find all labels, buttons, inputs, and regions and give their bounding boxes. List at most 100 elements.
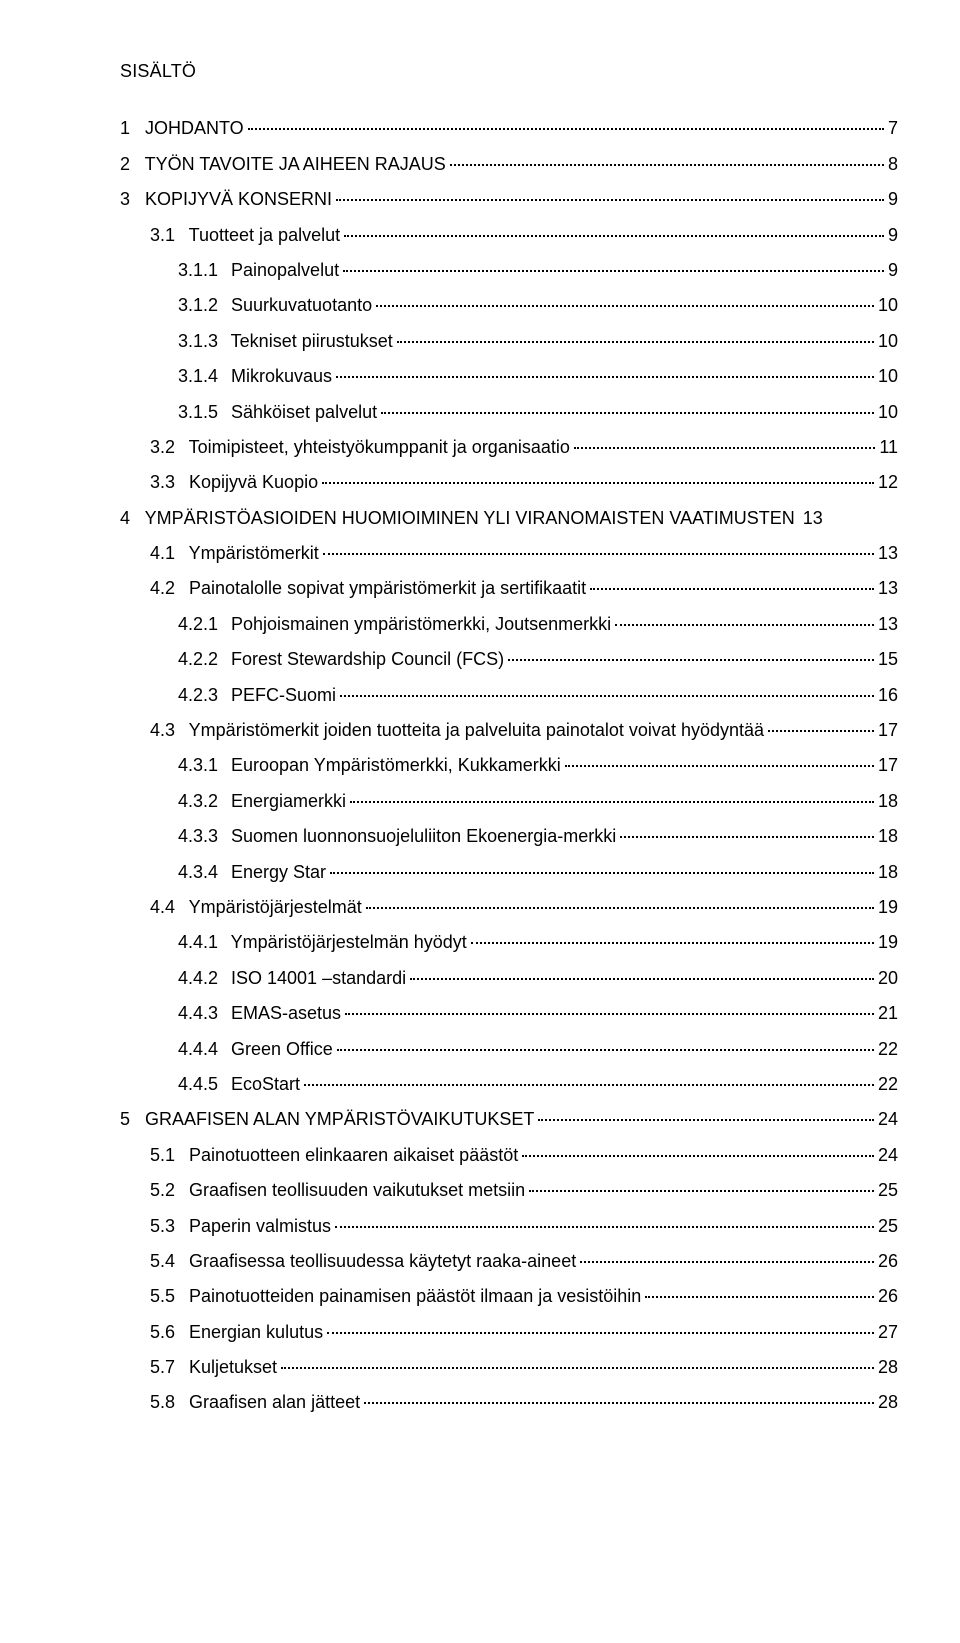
toc-text: JOHDANTO (140, 118, 244, 138)
toc-text: Green Office (226, 1039, 333, 1059)
toc-leader-dots (645, 1296, 874, 1298)
toc-page-number: 13 (878, 542, 898, 565)
toc-entry: 4.2.1 Pohjoismainen ympäristömerkki, Jou… (120, 613, 898, 636)
toc-leader-dots (350, 801, 874, 803)
toc-text: TYÖN TAVOITE JA AIHEEN RAJAUS (140, 154, 446, 174)
toc-text: Ympäristömerkit joiden tuotteita ja palv… (184, 720, 764, 740)
toc-page-number: 28 (878, 1391, 898, 1414)
toc-page-number: 17 (878, 719, 898, 742)
toc-leader-dots (410, 978, 874, 980)
toc-page-number: 26 (878, 1250, 898, 1273)
toc-entry: 4.4 Ympäristöjärjestelmät 19 (120, 896, 898, 919)
toc-leader-dots (615, 624, 874, 626)
toc-page-number: 26 (878, 1285, 898, 1308)
toc-label: 1 JOHDANTO (120, 117, 244, 140)
toc-label: 4.4.4 Green Office (178, 1038, 333, 1061)
toc-label: 5.3 Paperin valmistus (150, 1215, 331, 1238)
toc-entry: 4.4.5 EcoStart 22 (120, 1073, 898, 1096)
toc-leader-dots (323, 553, 874, 555)
toc-text: EcoStart (226, 1074, 300, 1094)
toc-label: 3.1.1 Painopalvelut (178, 259, 339, 282)
toc-number: 4.3 (150, 719, 184, 742)
toc-number: 3.1.2 (178, 294, 226, 317)
toc-text: Ympäristöjärjestelmät (184, 897, 362, 917)
toc-number: 3.1.1 (178, 259, 226, 282)
toc-entry: 4.2 Painotalolle sopivat ympäristömerkit… (120, 577, 898, 600)
toc-label: 5 GRAAFISEN ALAN YMPÄRISTÖVAIKUTUKSET (120, 1108, 534, 1131)
toc-page-number: 8 (888, 153, 898, 176)
toc-label: 5.1 Painotuotteen elinkaaren aikaiset pä… (150, 1144, 518, 1167)
toc-number: 4.3.2 (178, 790, 226, 813)
toc-text: Paperin valmistus (184, 1216, 331, 1236)
toc-page-number: 18 (878, 861, 898, 884)
toc-page-number: 11 (879, 436, 898, 459)
toc-text: PEFC-Suomi (226, 685, 336, 705)
toc-page-number: 10 (878, 294, 898, 317)
toc-number: 3.3 (150, 471, 184, 494)
toc-page-number: 9 (888, 259, 898, 282)
toc-leader-dots (304, 1084, 874, 1086)
toc-label: 3.1.4 Mikrokuvaus (178, 365, 332, 388)
toc-entry: 4.2.2 Forest Stewardship Council (FCS) 1… (120, 648, 898, 671)
toc-number: 5.2 (150, 1179, 184, 1202)
toc-label: 4.4.3 EMAS-asetus (178, 1002, 341, 1025)
toc-text: Energian kulutus (184, 1322, 323, 1342)
toc-label: 5.8 Graafisen alan jätteet (150, 1391, 360, 1414)
toc-leader-dots (397, 341, 874, 343)
toc-label: 4.4.1 Ympäristöjärjestelmän hyödyt (178, 931, 467, 954)
toc-number: 4.2.1 (178, 613, 226, 636)
toc-label: 4.1 Ympäristömerkit (150, 542, 319, 565)
toc-entry: 3.1.3 Tekniset piirustukset 10 (120, 330, 898, 353)
toc-label: 4.2.3 PEFC-Suomi (178, 684, 336, 707)
toc-text: KOPIJYVÄ KONSERNI (140, 189, 332, 209)
toc-number: 4.4.3 (178, 1002, 226, 1025)
toc-label: 4.3.1 Euroopan Ympäristömerkki, Kukkamer… (178, 754, 561, 777)
toc-label: 5.7 Kuljetukset (150, 1356, 277, 1379)
toc-text: Graafisessa teollisuudessa käytetyt raak… (184, 1251, 576, 1271)
toc-page-number: 18 (878, 825, 898, 848)
toc-entry: 5.1 Painotuotteen elinkaaren aikaiset pä… (120, 1144, 898, 1167)
toc-entry: 3.3 Kopijyvä Kuopio 12 (120, 471, 898, 494)
toc-text: Toimipisteet, yhteistyökumppanit ja orga… (184, 437, 570, 457)
toc-page-number: 24 (878, 1144, 898, 1167)
toc-label: 4.4.5 EcoStart (178, 1073, 300, 1096)
toc-leader-dots (364, 1402, 874, 1404)
toc-leader-dots (508, 659, 874, 661)
toc-text: Kopijyvä Kuopio (184, 472, 318, 492)
toc-text: GRAAFISEN ALAN YMPÄRISTÖVAIKUTUKSET (140, 1109, 534, 1129)
toc-text: Energy Star (226, 862, 326, 882)
toc-leader-dots (335, 1226, 874, 1228)
toc-page-number: 21 (878, 1002, 898, 1025)
toc-page-number: 7 (888, 117, 898, 140)
toc-text: EMAS-asetus (226, 1003, 341, 1023)
toc-leader-dots (522, 1155, 874, 1157)
toc-text: Pohjoismainen ympäristömerkki, Joutsenme… (226, 614, 611, 634)
toc-label: 3.3 Kopijyvä Kuopio (150, 471, 318, 494)
toc-number: 4.2.2 (178, 648, 226, 671)
toc-page-number: 27 (878, 1321, 898, 1344)
toc-leader-dots (330, 872, 874, 874)
toc-entry: 4.1 Ympäristömerkit 13 (120, 542, 898, 565)
toc-text: Forest Stewardship Council (FCS) (226, 649, 504, 669)
toc-entry: 3.1.2 Suurkuvatuotanto 10 (120, 294, 898, 317)
toc-leader-dots (336, 376, 874, 378)
toc-text: Tekniset piirustukset (226, 331, 393, 351)
toc-label: 2 TYÖN TAVOITE JA AIHEEN RAJAUS (120, 153, 446, 176)
toc-page-number: 10 (878, 401, 898, 424)
toc-label: 4.3.4 Energy Star (178, 861, 326, 884)
toc-entry: 4.4.1 Ympäristöjärjestelmän hyödyt 19 (120, 931, 898, 954)
toc-number: 3.1 (150, 224, 184, 247)
toc-label: 4.2.1 Pohjoismainen ympäristömerkki, Jou… (178, 613, 611, 636)
toc-entry: 3.1.5 Sähköiset palvelut 10 (120, 401, 898, 424)
toc-entry: 3.1 Tuotteet ja palvelut 9 (120, 224, 898, 247)
toc-label: 4.4.2 ISO 14001 –standardi (178, 967, 406, 990)
toc-page-number: 17 (878, 754, 898, 777)
toc-entry: 4.3.4 Energy Star 18 (120, 861, 898, 884)
toc-entry: 2 TYÖN TAVOITE JA AIHEEN RAJAUS 8 (120, 153, 898, 176)
toc-entry: 5.3 Paperin valmistus 25 (120, 1215, 898, 1238)
toc-entry: 5.4 Graafisessa teollisuudessa käytetyt … (120, 1250, 898, 1273)
toc-entry: 4.3.3 Suomen luonnonsuojeluliiton Ekoene… (120, 825, 898, 848)
toc-entry: 3.1.1 Painopalvelut 9 (120, 259, 898, 282)
toc-text: Kuljetukset (184, 1357, 277, 1377)
toc-page-number: 25 (878, 1179, 898, 1202)
